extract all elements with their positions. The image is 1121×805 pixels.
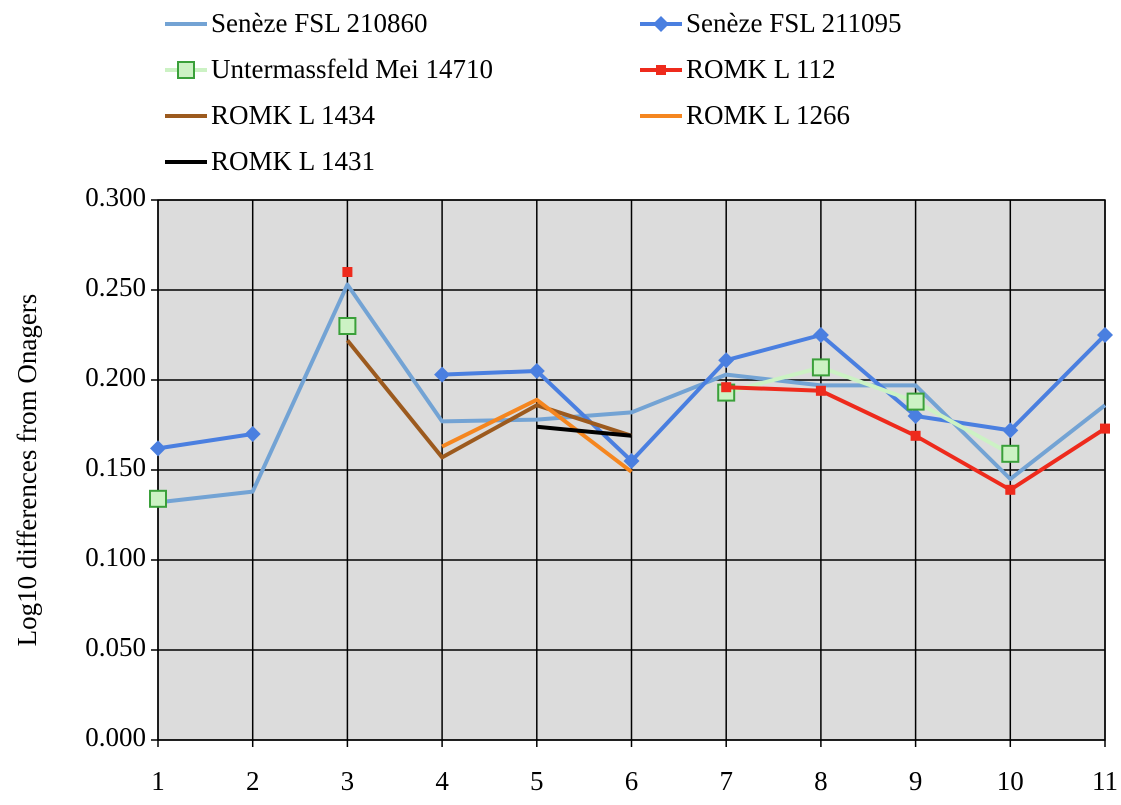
- data-point: [1097, 327, 1113, 343]
- legend-label: Untermassfeld Mei 14710: [211, 54, 493, 84]
- legend-label: ROMK L 112: [686, 54, 836, 84]
- y-tick-label: 0.300: [85, 182, 146, 212]
- legend-marker: [656, 65, 666, 75]
- legend-label: ROMK L 1431: [211, 146, 375, 176]
- data-point: [1100, 423, 1110, 434]
- data-point: [244, 426, 261, 442]
- y-tick-label: 0.100: [85, 542, 146, 572]
- x-tick-label: 1: [151, 766, 165, 796]
- series-line: [536, 424, 632, 438]
- x-tick-label: 9: [909, 766, 923, 796]
- data-point: [149, 489, 167, 508]
- data-point: [1001, 444, 1020, 463]
- x-tick-label: 8: [814, 766, 828, 796]
- series-line: [345, 339, 633, 460]
- data-point: [906, 392, 925, 411]
- data-point: [434, 366, 451, 383]
- series-line: [157, 282, 1107, 505]
- x-tick-label: 2: [246, 766, 260, 796]
- x-tick-label: 7: [719, 766, 733, 796]
- data-point: [718, 352, 735, 369]
- x-tick-label: 3: [341, 766, 355, 796]
- data-point: [815, 385, 826, 396]
- data-point: [812, 327, 829, 343]
- legend-label: ROMK L 1434: [211, 100, 376, 130]
- series-line: [441, 397, 633, 474]
- data-point: [910, 430, 921, 441]
- x-tick-label: 4: [435, 766, 449, 796]
- data-point: [342, 267, 353, 277]
- y-tick-label: 0.250: [85, 272, 146, 302]
- data-point: [811, 358, 830, 377]
- data-point: [907, 408, 924, 424]
- plot-border: [157, 199, 1106, 741]
- data-point: [150, 440, 166, 457]
- series-line: [725, 365, 1012, 456]
- data-point: [1005, 484, 1016, 495]
- series-line: [157, 333, 1107, 463]
- y-tick-label: 0.050: [85, 632, 146, 662]
- legend-label: Senèze FSL 210860: [211, 8, 427, 38]
- legend-marker: [653, 16, 669, 32]
- legend-label: Senèze FSL 211095: [686, 8, 901, 38]
- x-tick-label: 5: [530, 766, 544, 796]
- y-tick-label: 0.200: [85, 362, 146, 392]
- y-tick-label: 0.150: [85, 452, 146, 482]
- x-tick-label: 10: [997, 766, 1024, 796]
- data-point: [721, 382, 732, 393]
- y-axis-label: Log10 differences from Onagers: [12, 294, 42, 647]
- data-point: [1002, 422, 1019, 439]
- legend-label: ROMK L 1266: [686, 100, 850, 130]
- x-tick-label: 6: [625, 766, 639, 796]
- x-tick-label: 11: [1092, 766, 1118, 796]
- data-point: [528, 363, 545, 379]
- y-tick-label: 0.000: [85, 722, 146, 752]
- data-point: [338, 317, 357, 335]
- data-point: [623, 453, 640, 469]
- legend-marker: [177, 61, 195, 79]
